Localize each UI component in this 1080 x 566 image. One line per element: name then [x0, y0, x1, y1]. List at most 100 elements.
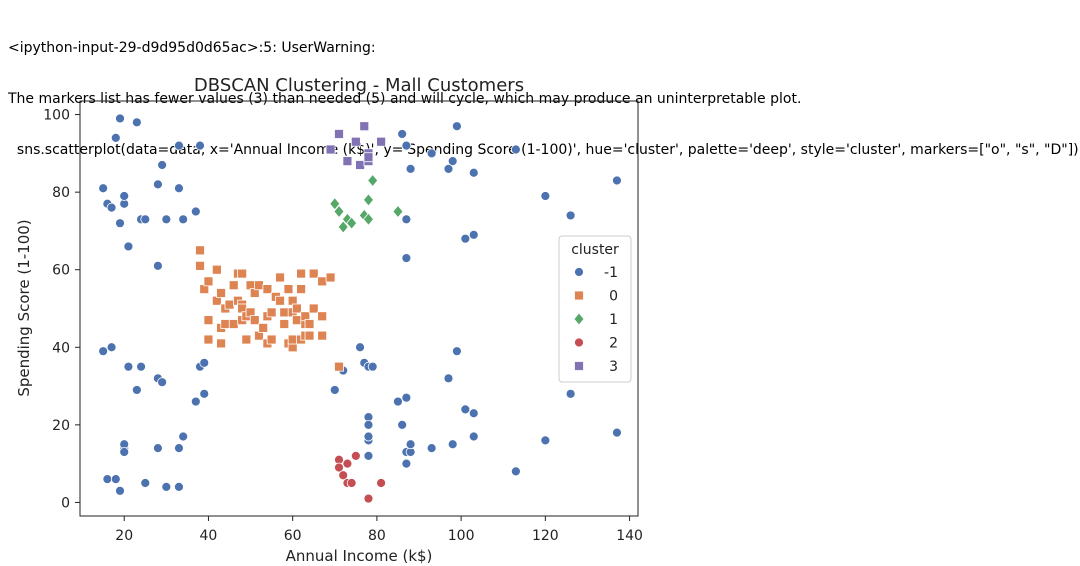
data-point-cluster-2	[363, 493, 374, 504]
data-point-cluster-0	[291, 315, 302, 326]
data-point-cluster-0	[291, 303, 302, 314]
data-point-cluster-neg1	[397, 419, 408, 430]
data-point-cluster-0	[228, 280, 239, 291]
data-point-cluster-3	[363, 152, 374, 163]
data-point-cluster-0	[279, 307, 290, 318]
data-point-cluster-neg1	[157, 377, 168, 388]
data-point-cluster-0	[287, 334, 298, 345]
data-point-cluster-0	[220, 319, 231, 329]
legend-marker	[573, 312, 585, 326]
data-point-cluster-neg1	[468, 167, 479, 178]
data-point-cluster-0	[249, 315, 260, 326]
x-tick-label: 40	[200, 528, 218, 544]
data-point-cluster-neg1	[140, 478, 151, 488]
data-point-cluster-3	[355, 160, 365, 170]
data-point-cluster-neg1	[460, 233, 471, 244]
data-point-cluster-0	[317, 330, 328, 341]
data-point-cluster-0	[216, 288, 226, 298]
legend-label: 3	[609, 359, 618, 375]
data-point-cluster-0	[308, 268, 319, 279]
data-point-cluster-0	[304, 319, 315, 329]
data-point-cluster-neg1	[612, 427, 622, 438]
data-point-cluster-0	[296, 284, 306, 295]
data-point-cluster-neg1	[106, 342, 117, 353]
data-point-cluster-neg1	[123, 241, 134, 252]
x-axis-ticks: 20 40 60 80 100 120 140	[115, 516, 643, 544]
warning-line-3: sns.scatterplot(data=data, x='Annual Inc…	[8, 142, 1079, 158]
data-point-cluster-neg1	[401, 214, 412, 225]
data-point-cluster-neg1	[355, 342, 365, 353]
data-point-cluster-neg1	[178, 214, 189, 225]
y-tick-label: 60	[52, 263, 70, 279]
legend-label: 1	[609, 312, 618, 328]
data-point-cluster-0	[266, 307, 277, 318]
data-point-cluster-1	[362, 193, 374, 207]
data-point-cluster-neg1	[106, 202, 117, 213]
warning-line-1: <ipython-input-29-d9d95d0d65ac>:5: UserW…	[8, 40, 376, 56]
y-tick-label: 40	[52, 340, 70, 356]
x-tick-label: 60	[284, 528, 302, 544]
data-point-cluster-neg1	[540, 435, 551, 446]
x-tick-label: 100	[448, 528, 475, 544]
data-point-cluster-neg1	[401, 140, 412, 151]
warning-line-2: The markers list has fewer values (3) th…	[8, 91, 802, 107]
data-point-cluster-neg1	[157, 160, 168, 170]
data-point-cluster-0	[254, 280, 264, 291]
data-point-cluster-neg1	[452, 346, 462, 357]
data-point-cluster-0	[334, 361, 344, 372]
data-point-cluster-neg1	[401, 253, 412, 263]
legend-marker	[574, 337, 584, 348]
data-point-cluster-neg1	[119, 447, 130, 457]
data-point-cluster-neg1	[510, 466, 521, 477]
data-point-cluster-neg1	[131, 385, 142, 395]
data-point-cluster-neg1	[140, 214, 151, 225]
data-point-cluster-neg1	[153, 443, 163, 454]
data-point-cluster-1	[362, 212, 374, 226]
data-point-cluster-1	[333, 204, 345, 219]
data-point-cluster-0	[237, 268, 248, 279]
data-point-cluster-0	[275, 272, 285, 283]
data-point-cluster-neg1	[447, 156, 458, 167]
data-point-cluster-neg1	[190, 396, 201, 407]
data-point-cluster-neg1	[131, 117, 142, 128]
data-point-cluster-neg1	[452, 121, 462, 132]
data-point-cluster-0	[262, 284, 273, 295]
y-tick-label: 20	[52, 418, 70, 434]
data-point-cluster-neg1	[510, 144, 521, 155]
data-point-cluster-neg1	[115, 113, 125, 124]
data-point-cluster-0	[203, 315, 214, 326]
data-point-cluster-0	[195, 260, 205, 271]
console-warning: <ipython-input-29-d9d95d0d65ac>:5: UserW…	[8, 6, 1079, 176]
data-point-cluster-0	[203, 276, 214, 287]
data-point-cluster-1	[346, 216, 358, 230]
data-point-cluster-neg1	[405, 439, 416, 450]
data-point-cluster-neg1	[363, 431, 374, 442]
data-point-cluster-neg1	[199, 357, 210, 368]
data-point-cluster-0	[283, 284, 294, 295]
data-point-cluster-0	[241, 334, 252, 345]
data-point-cluster-neg1	[540, 191, 551, 201]
data-point-cluster-0	[211, 264, 222, 275]
data-point-cluster-0	[258, 322, 269, 333]
x-tick-label: 80	[368, 528, 386, 544]
data-point-cluster-0	[325, 272, 336, 283]
data-point-cluster-neg1	[363, 450, 374, 461]
data-point-cluster-2	[334, 462, 344, 473]
data-point-cluster-0	[195, 245, 205, 256]
data-point-cluster-neg1	[110, 132, 121, 143]
data-point-cluster-neg1	[565, 210, 576, 221]
x-tick-label: 120	[532, 528, 559, 544]
data-point-cluster-0	[304, 330, 315, 341]
x-tick-label: 20	[115, 528, 133, 544]
y-axis-title: Spending Score (1-100)	[15, 219, 33, 396]
data-point-cluster-2	[338, 470, 349, 481]
data-point-cluster-neg1	[123, 361, 134, 372]
data-point-cluster-0	[317, 276, 328, 287]
data-point-cluster-0	[308, 303, 319, 314]
data-point-cluster-neg1	[426, 443, 437, 454]
data-point-cluster-0	[203, 334, 214, 345]
data-point-cluster-neg1	[443, 163, 454, 174]
data-point-cluster-1	[329, 197, 341, 211]
data-point-cluster-0	[279, 319, 290, 329]
